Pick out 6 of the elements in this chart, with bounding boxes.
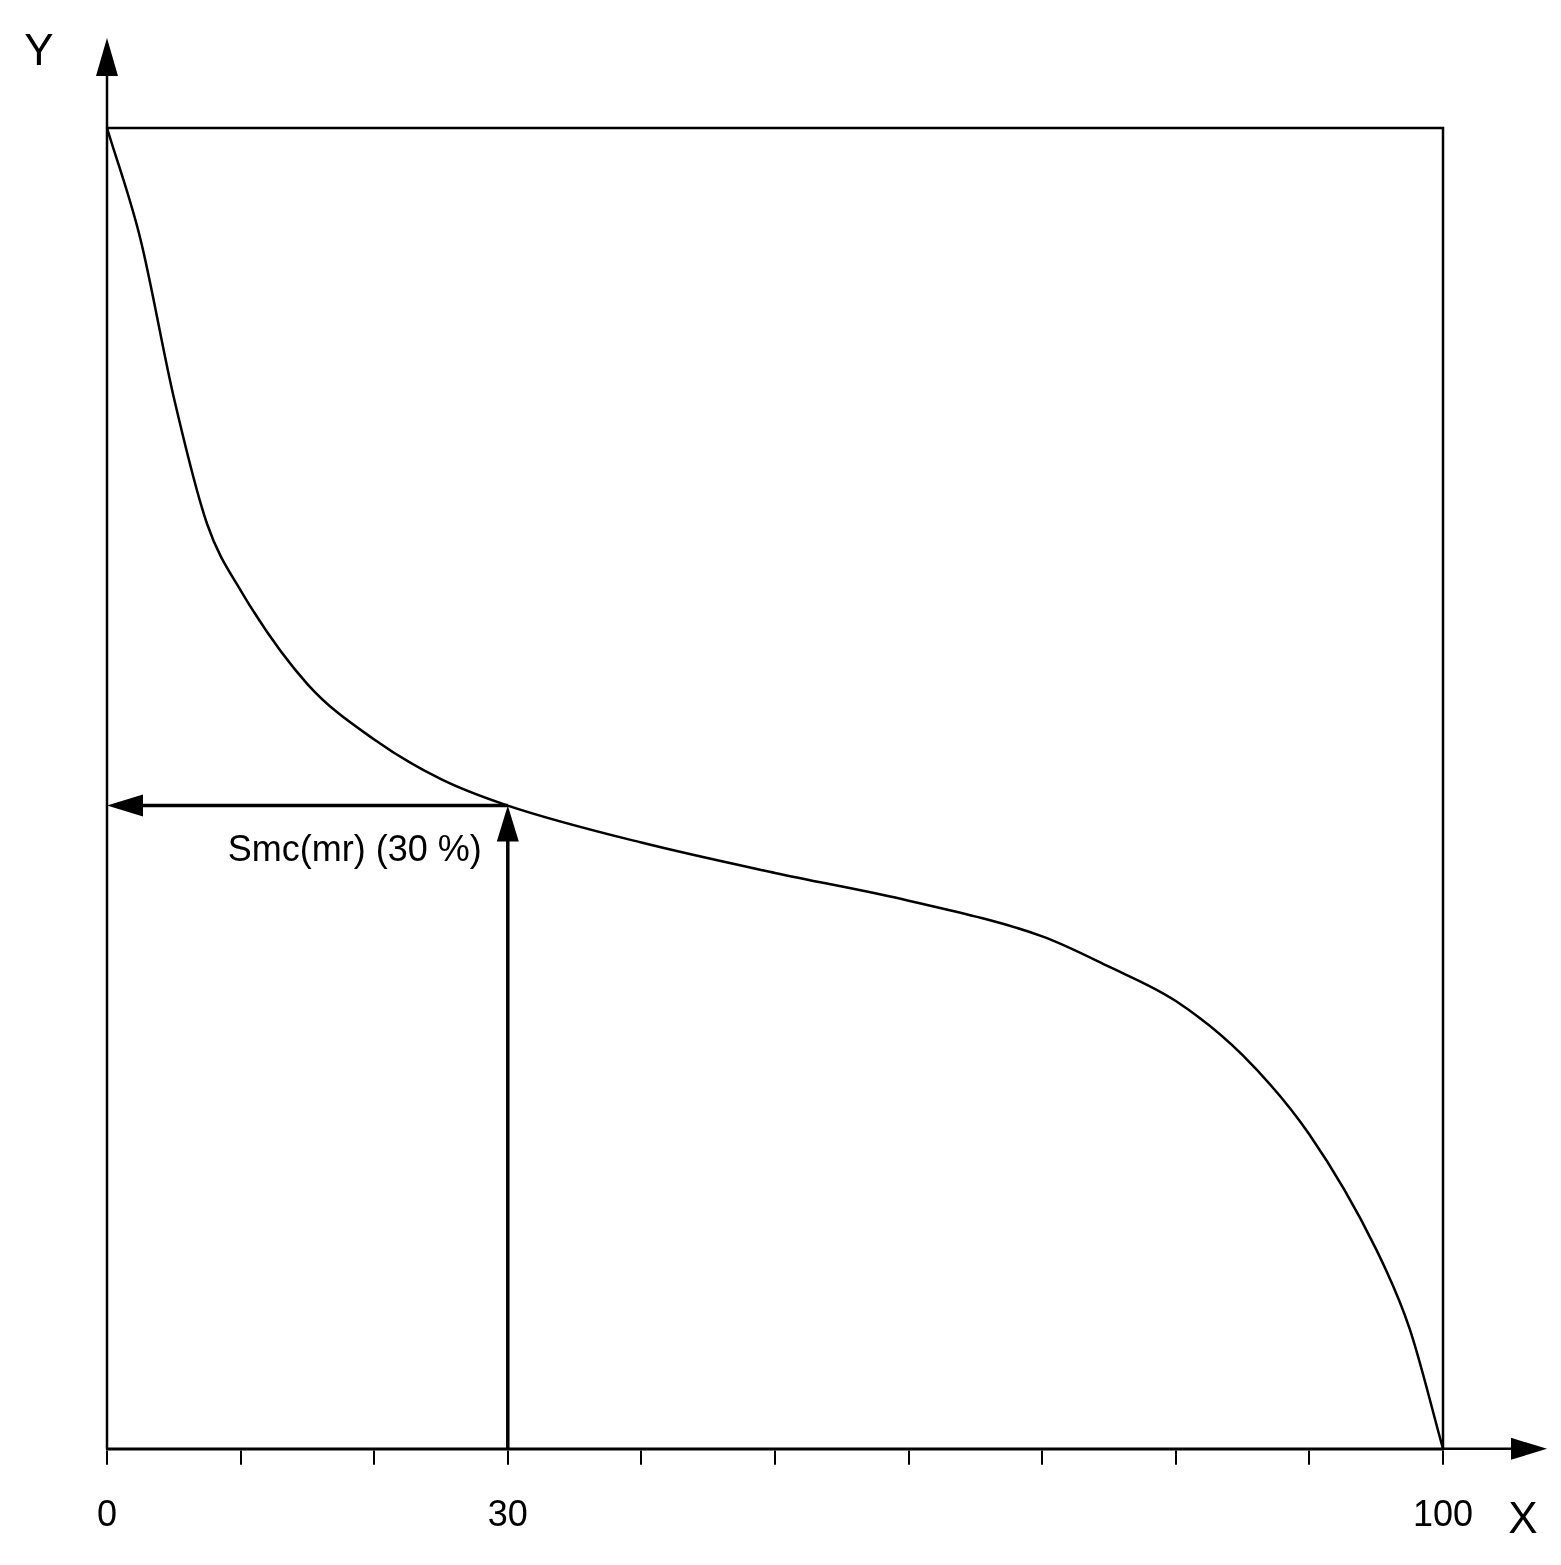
x-tick-label: 0 — [96, 1493, 118, 1535]
y-axis-title: Y — [24, 25, 54, 75]
x-axis-title: X — [1508, 1492, 1538, 1542]
annotation: Smc(mr) (30 %) — [227, 828, 482, 870]
x-tick-label: 30 — [487, 1493, 528, 1535]
x-tick-label: 100 — [1412, 1493, 1474, 1535]
